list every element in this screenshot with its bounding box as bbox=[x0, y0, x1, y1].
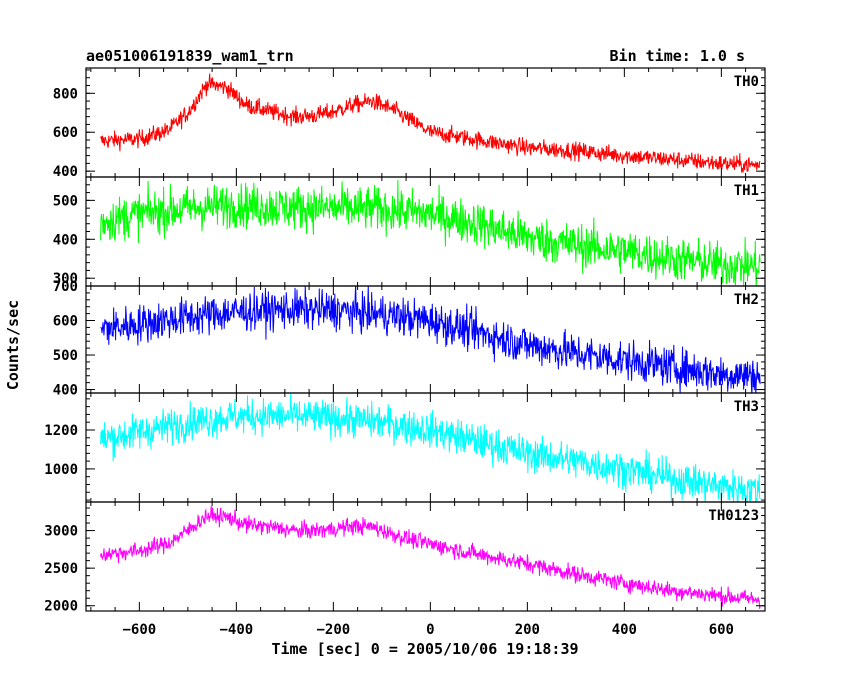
x-tick-label: −400 bbox=[219, 622, 253, 638]
panel-th0: 400 600 800 TH0 bbox=[53, 67, 766, 180]
series-th0 bbox=[100, 73, 761, 173]
panel-frame bbox=[85, 392, 766, 503]
panel-label: TH2 bbox=[734, 292, 759, 308]
y-tick-label: 1200 bbox=[44, 423, 78, 439]
x-tick-label: 600 bbox=[709, 622, 734, 638]
series-th0123 bbox=[100, 505, 761, 609]
y-axis-label: Counts/sec bbox=[4, 300, 22, 390]
panel-frame bbox=[85, 501, 766, 612]
panel-label: TH0 bbox=[734, 74, 759, 90]
series-th2 bbox=[100, 286, 761, 393]
x-tick-label: 200 bbox=[515, 622, 540, 638]
panel-th2: 400 500 600 700 TH2 bbox=[53, 279, 766, 399]
y-tick-label: 3000 bbox=[44, 524, 78, 540]
y-tick-label: 600 bbox=[53, 314, 78, 330]
x-tick-label: −200 bbox=[316, 622, 350, 638]
panels-group: 400 600 800 TH0 300 400 500 TH1 400 500 600 700 TH2 1… bbox=[44, 67, 766, 638]
y-tick-label: 2500 bbox=[44, 561, 78, 577]
chart-title: ae051006191839_wam1_trn bbox=[86, 47, 294, 65]
series-th3 bbox=[100, 393, 761, 502]
y-tick-label: 400 bbox=[53, 164, 78, 180]
panel-th3: 1000 1200 TH3 bbox=[44, 392, 766, 503]
panel-label: TH1 bbox=[734, 183, 759, 199]
y-tick-label: 300 bbox=[53, 271, 78, 287]
y-tick-label: 500 bbox=[53, 193, 78, 209]
y-tick-label: 800 bbox=[53, 86, 78, 102]
panel-label: TH0123 bbox=[708, 508, 759, 524]
y-tick-label: 2000 bbox=[44, 599, 78, 615]
panel-label: TH3 bbox=[734, 399, 759, 415]
panel-th1: 300 400 500 TH1 bbox=[53, 176, 766, 287]
x-axis-label: Time [sec] 0 = 2005/10/06 19:18:39 bbox=[271, 640, 578, 658]
y-tick-label: 600 bbox=[53, 125, 78, 141]
y-tick-label: 700 bbox=[53, 279, 78, 295]
panel-th0123: 2000 2500 3000 TH0123 bbox=[44, 501, 766, 615]
y-tick-label: 400 bbox=[53, 383, 78, 399]
y-tick-label: 500 bbox=[53, 348, 78, 364]
y-tick-label: 1000 bbox=[44, 462, 78, 478]
x-tick-label: 400 bbox=[612, 622, 637, 638]
y-tick-label: 400 bbox=[53, 232, 78, 248]
x-tick-label: 0 bbox=[426, 622, 434, 638]
x-tick-label: −600 bbox=[122, 622, 156, 638]
series-th1 bbox=[100, 179, 761, 286]
bin-time-label: Bin time: 1.0 s bbox=[610, 47, 745, 65]
